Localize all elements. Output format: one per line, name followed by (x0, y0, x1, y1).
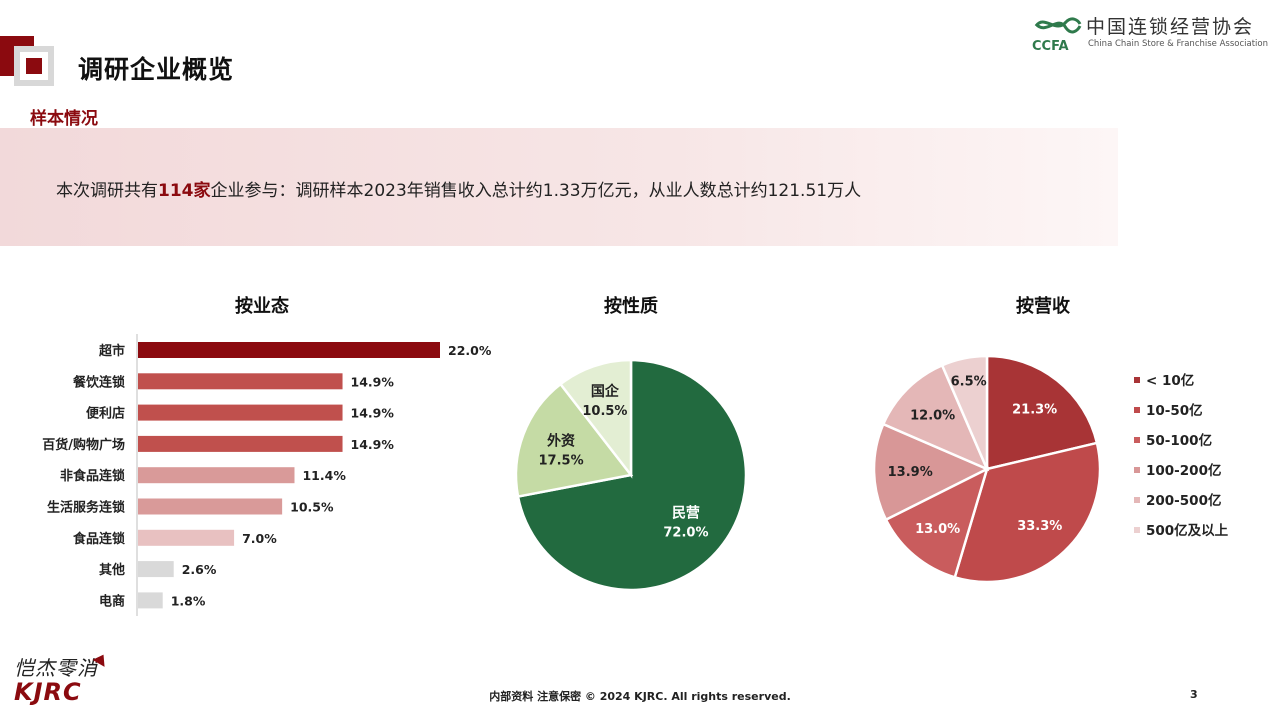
legend-swatch (1134, 497, 1140, 503)
legend-swatch (1134, 377, 1140, 383)
summary-suffix: 企业参与：调研样本2023年销售收入总计约1.33万亿元，从业人数总计约121.… (210, 181, 862, 201)
ccfa-logo: CCFA 中国连锁经营协会 China Chain Store & Franch… (1032, 12, 1268, 54)
kjrc-brand-en: KJRC (14, 678, 82, 706)
section-label: 样本情况 (30, 109, 98, 129)
bar-value-label: 14.9% (351, 437, 395, 452)
bar (138, 529, 235, 546)
bar-category-label: 电商 (99, 593, 125, 609)
pie-chart-by-revenue: 21.3% 33.3% 13.0% 13.9% 12.0% 6.5% < 10亿 10-50亿… (872, 354, 1229, 584)
bar (138, 435, 343, 452)
pie-slice (985, 354, 1099, 471)
pie-slice-value: 13.9% (888, 465, 933, 480)
legend-label: 10-50亿 (1146, 402, 1203, 419)
summary-text: 本次调研共有114家企业参与：调研样本2023年销售收入总计约1.33万亿元，从… (56, 176, 861, 201)
bar-category-label: 便利店 (86, 406, 125, 422)
legend-label: 100-200亿 (1146, 462, 1221, 479)
pie-slice (514, 382, 634, 499)
legend-label: 200-500亿 (1146, 492, 1221, 509)
ccfa-logo-icon: CCFA (1032, 17, 1082, 54)
bar-chart-by-format: 超市 22.0% 餐饮连锁 14.9% 便利店 14.9% 百货/购物广场 14.9% 非食品连… (42, 334, 492, 616)
bar-value-label: 14.9% (351, 406, 395, 421)
legend-swatch (1134, 527, 1140, 533)
bar-value-label: 22.0% (448, 343, 492, 358)
legend-label: 500亿及以上 (1146, 522, 1229, 539)
pie-slice-name: 民营 (672, 504, 700, 521)
kjrc-brand-cn: 恺杰零消 (14, 656, 98, 680)
bar (138, 561, 174, 578)
bar-category-label: 非食品连锁 (60, 468, 125, 484)
pie-slice-name: 国企 (591, 383, 620, 400)
bar-category-label: 超市 (99, 343, 125, 359)
bar-value-label: 14.9% (351, 374, 395, 389)
legend-label: 50-100亿 (1146, 432, 1212, 449)
bar-category-label: 生活服务连锁 (47, 500, 125, 516)
chart-title-format: 按业态 (235, 296, 289, 317)
pie-slice-value: 13.0% (915, 522, 960, 537)
chart-title-ownership: 按性质 (604, 296, 658, 317)
ccfa-name-en: China Chain Store & Franchise Associatio… (1088, 39, 1269, 49)
pie-chart-by-ownership: 民营 72.0% 外资 17.5% 国企 10.5% (514, 358, 748, 592)
chart-title-revenue: 按营收 (1016, 296, 1070, 317)
pie-slice-value: 12.0% (910, 409, 955, 424)
footer-confidential-text: 内部资料 注意保密 © 2024 KJRC. All rights reserv… (489, 690, 791, 703)
bar-value-label: 7.0% (242, 531, 277, 546)
pie-slice-value: 6.5% (951, 374, 987, 389)
summary-prefix: 本次调研共有 (56, 181, 158, 201)
pie-slice-value: 17.5% (539, 454, 584, 469)
pie-slice (558, 358, 633, 479)
page-number: 3 (1190, 688, 1198, 701)
bar-value-label: 1.8% (171, 593, 206, 608)
summary-banner (0, 128, 1118, 246)
bar (138, 467, 295, 484)
bar-category-label: 食品连锁 (73, 531, 125, 547)
pie-slice-value: 72.0% (663, 525, 708, 540)
pie-slice-name: 外资 (547, 433, 575, 450)
ccfa-name-cn: 中国连锁经营协会 (1086, 16, 1255, 38)
title-decoration-inner (26, 58, 42, 74)
legend-swatch (1134, 437, 1140, 443)
bar (138, 592, 163, 609)
bar-category-label: 其他 (99, 562, 125, 578)
bar-value-label: 11.4% (302, 468, 346, 483)
pie-slice (953, 441, 1102, 584)
ccfa-logo-text: CCFA (1032, 39, 1069, 54)
bar (138, 404, 343, 421)
pie-slice (940, 354, 989, 470)
pie-slice-value: 33.3% (1017, 519, 1062, 534)
pie-slice-value: 10.5% (582, 404, 627, 419)
legend-swatch (1134, 467, 1140, 473)
pie-slice-value: 21.3% (1012, 403, 1057, 418)
legend-label: < 10亿 (1146, 372, 1194, 389)
pie-slice (884, 466, 990, 579)
summary-highlight: 114家 (158, 181, 211, 201)
pie-slice (881, 363, 990, 472)
bar-value-label: 10.5% (290, 500, 334, 515)
bar (138, 342, 440, 358)
bar-value-label: 2.6% (182, 562, 217, 577)
pie-slice (872, 422, 990, 522)
bar (138, 498, 283, 515)
bar (138, 373, 343, 390)
legend-swatch (1134, 407, 1140, 413)
bar-category-label: 百货/购物广场 (42, 437, 125, 453)
page-title: 调研企业概览 (78, 55, 235, 84)
bar-category-label: 餐饮连锁 (72, 374, 125, 390)
